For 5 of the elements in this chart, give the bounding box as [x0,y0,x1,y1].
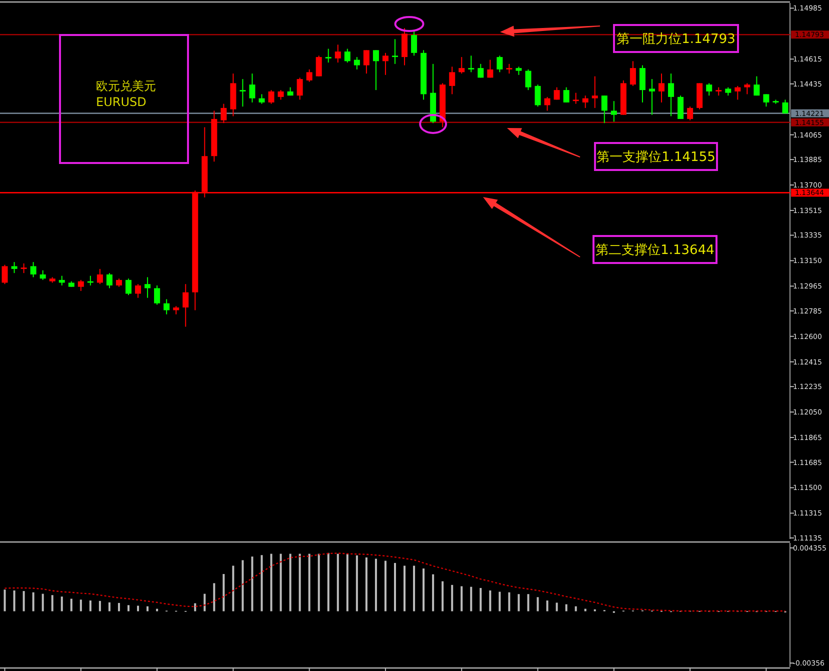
annotation: 第一阻力位1.14793 [616,32,736,47]
annotation: 第二支撑位1.13644 [596,243,714,258]
annotation: 欧元兑美元 [96,79,156,93]
annotation: EURUSD [96,95,146,109]
annotation: 第一支撑位1.14155 [596,150,716,165]
